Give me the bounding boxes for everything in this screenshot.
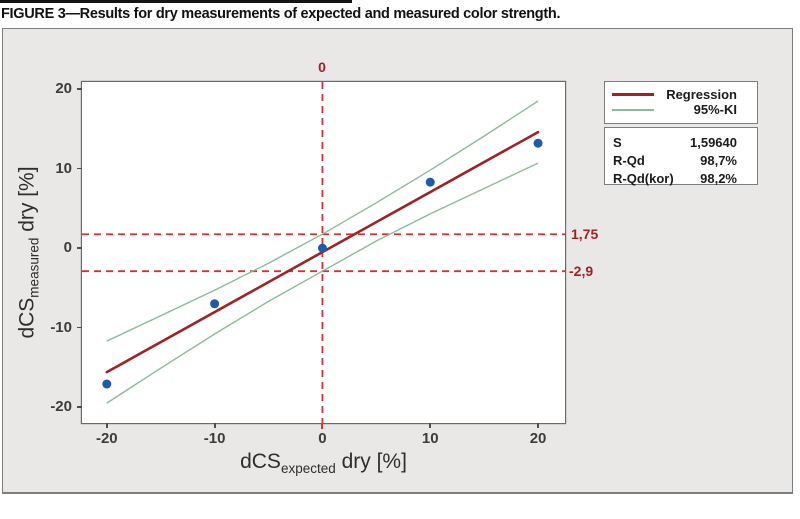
legend-label: 95%-KI [693, 102, 737, 117]
stat-value: 98,2% [700, 170, 737, 186]
upper-confidence-curve [106, 100, 539, 342]
stats-row-rsq-adj: R-Qd(kor) 98,2% [613, 169, 737, 187]
x-tick [213, 423, 216, 428]
y-tick-label: -20 [50, 398, 72, 416]
y-tick [77, 406, 82, 408]
x-tick [105, 423, 108, 428]
x-axis-title-subscript: expected [280, 461, 336, 476]
x-tick [537, 423, 540, 428]
regression-line-swatch-icon [612, 93, 654, 96]
data-point [317, 243, 327, 253]
data-point [102, 379, 112, 389]
y-axis-title-rest: dry [%] [15, 166, 39, 238]
y-axis-title: dCSmeasured dry [%] [16, 138, 45, 368]
y-tick [77, 167, 82, 170]
upper-reference-label: 1,75 [571, 226, 599, 243]
y-tick-label: 0 [63, 239, 72, 257]
y-tick [77, 88, 82, 90]
legend: Regression 95%-KI [604, 81, 758, 124]
x-axis-title-rest: dry [%] [335, 450, 407, 473]
model-summary: S 1,59640 R-Qd 98,7% R-Qd(kor) 98,2% [604, 127, 758, 187]
x-axis-title: dCSexpected dry [%] [82, 450, 565, 476]
ci-line-swatch-icon [612, 108, 654, 111]
lower-reference-label: -2,9 [569, 263, 594, 280]
x-tick [429, 423, 432, 428]
y-tick-label: 10 [55, 159, 72, 177]
stat-value: 98,7% [700, 152, 737, 168]
stats-row-rsq: R-Qd 98,7% [613, 151, 737, 169]
data-point [425, 177, 435, 187]
y-tick [77, 326, 82, 329]
vertical-reference-label: 0 [318, 59, 326, 75]
y-axis-title-subscript: measured [26, 237, 42, 298]
y-tick-label: 20 [55, 80, 72, 98]
figure-caption: FIGURE 3—Results for dry measurements of… [1, 6, 561, 22]
scatter-chart [82, 82, 565, 423]
stats-row-s: S 1,59640 [613, 133, 737, 151]
data-point [533, 138, 543, 148]
legend-entry-regression: Regression [605, 87, 757, 102]
x-tick-label: 0 [318, 430, 327, 447]
x-tick-label: 10 [421, 430, 439, 447]
x-tick-label: -20 [95, 430, 118, 447]
x-axis-title-main: dCS [240, 450, 281, 473]
x-tick-label: 20 [529, 430, 547, 447]
stat-label: R-Qd(kor) [613, 170, 674, 186]
stat-label: R-Qd [613, 152, 645, 168]
stat-label: S [613, 134, 622, 150]
x-tick-label: -10 [203, 430, 226, 447]
lower-confidence-curve [106, 162, 539, 404]
top-rule [0, 0, 352, 3]
y-tick [77, 247, 82, 249]
y-axis-title-main: dCS [15, 297, 39, 339]
stat-value: 1,59640 [690, 134, 737, 150]
legend-label: Regression [666, 87, 737, 102]
legend-entry-ci: 95%-KI [605, 102, 757, 117]
data-point [210, 299, 220, 309]
zero-axis-tick [321, 423, 323, 429]
y-tick-label: -10 [50, 318, 72, 336]
